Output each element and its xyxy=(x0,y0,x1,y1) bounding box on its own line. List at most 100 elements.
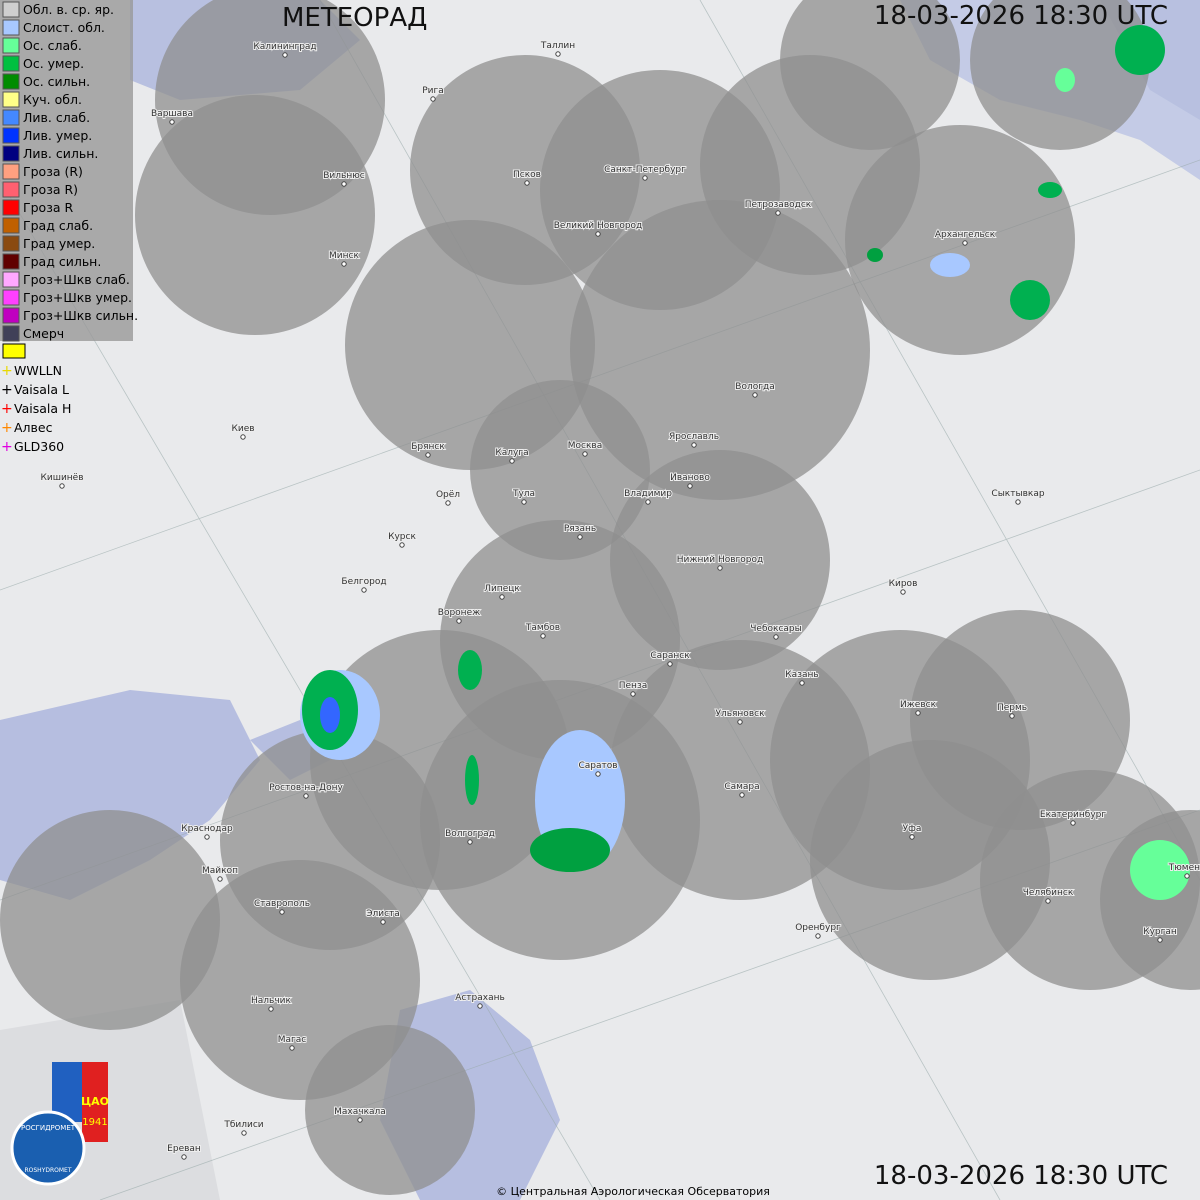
legend-swatch xyxy=(2,271,20,288)
legend-label: Гроз+Шкв сильн. xyxy=(23,308,138,323)
lightning-icon: + xyxy=(1,439,13,455)
city-dot xyxy=(341,181,347,187)
city-dot xyxy=(582,451,588,457)
city-label: Белгород xyxy=(341,577,386,587)
title: МЕТЕОРАД xyxy=(282,3,427,33)
city-label: Ярославль xyxy=(669,432,719,442)
legend-label: Лив. слаб. xyxy=(23,110,90,125)
city-label: Ростов-на-Дону xyxy=(269,783,343,793)
city-label: Челябинск xyxy=(1023,888,1074,898)
city-dot xyxy=(524,180,530,186)
city-dot xyxy=(445,500,451,506)
city-label: Тбилиси xyxy=(223,1120,263,1130)
legend-label: Гроза R) xyxy=(23,182,78,197)
city-dot xyxy=(691,442,697,448)
city-label: Санкт-Петербург xyxy=(604,165,686,175)
legend-label: Гроза R xyxy=(23,200,73,215)
city-label: Калининград xyxy=(253,42,316,52)
logo-text: РОСГИДРОМЕТ xyxy=(21,1124,76,1132)
city-label: Ижевск xyxy=(900,700,937,710)
city-label: Калуга xyxy=(495,448,528,458)
city-dot xyxy=(240,434,246,440)
legend: Обл. в. ср. яр. Слоист. обл. Ос. слаб. Ос. … xyxy=(1,1,138,455)
legend-label: Гроз+Шкв слаб. xyxy=(23,272,130,287)
city-label: Москва xyxy=(568,441,602,451)
city-label: Таллин xyxy=(540,41,575,51)
city-dot xyxy=(737,719,743,725)
city-dot xyxy=(499,594,505,600)
legend-label: Ос. сильн. xyxy=(23,74,90,89)
city-label: Казань xyxy=(785,670,818,680)
city-label: Рязань xyxy=(564,524,596,534)
lightning-label: Алвес xyxy=(14,420,53,435)
city-label: Махачкала xyxy=(334,1107,386,1117)
city-dot xyxy=(268,1006,274,1012)
legend-label: Смерч xyxy=(23,326,64,341)
city-label: Киров xyxy=(889,579,918,589)
city-dot xyxy=(630,691,636,697)
city-label: Липецк xyxy=(484,584,520,594)
city-dot xyxy=(241,1130,247,1136)
city-dot xyxy=(595,231,601,237)
legend-swatch xyxy=(2,55,20,72)
city-dot xyxy=(540,633,546,639)
city-dot xyxy=(1070,820,1076,826)
city-dot xyxy=(341,261,347,267)
city-label: Ульяновск xyxy=(715,709,765,719)
city-label: Сыктывкар xyxy=(991,489,1044,499)
legend-label: Град сильн. xyxy=(23,254,101,269)
city-dot xyxy=(815,933,821,939)
logo-text: 1941 xyxy=(82,1117,107,1128)
city-dot xyxy=(595,771,601,777)
city-dot xyxy=(357,1117,363,1123)
city-dot xyxy=(509,458,515,464)
legend-flag xyxy=(2,343,26,359)
city-dot xyxy=(915,710,921,716)
city-label: Вильнюс xyxy=(323,171,365,181)
city-label: Воронеж xyxy=(438,608,480,618)
city-dot xyxy=(962,240,968,246)
legend-swatch xyxy=(2,217,20,234)
city-dot xyxy=(900,589,906,595)
city-label: Астрахань xyxy=(455,993,505,1003)
legend-swatch xyxy=(2,181,20,198)
city-label: Нижний Новгород xyxy=(677,555,763,565)
city-dot xyxy=(59,483,65,489)
legend-label: Куч. обл. xyxy=(23,92,82,107)
city-dot xyxy=(555,51,561,57)
legend-label: Град умер. xyxy=(23,236,95,251)
city-label: Пермь xyxy=(997,703,1027,713)
legend-swatch xyxy=(2,199,20,216)
city-label: Киев xyxy=(231,424,254,434)
legend-swatch xyxy=(2,1,20,18)
lightning-label: GLD360 xyxy=(14,439,64,454)
timestamp: 18-03-2026 18:30 UTC xyxy=(874,1,1168,31)
city-dot xyxy=(667,661,673,667)
city-label: Самара xyxy=(724,782,759,792)
lightning-label: Vaisala L xyxy=(14,382,69,397)
legend-swatch xyxy=(2,145,20,162)
city-label: Саранск xyxy=(650,651,690,661)
city-dot xyxy=(1045,898,1051,904)
precipitation xyxy=(300,25,1190,900)
timestamp: 18-03-2026 18:30 UTC xyxy=(874,1161,1168,1191)
city-label: Краснодар xyxy=(181,824,233,834)
legend-label: Гроз+Шкв умер. xyxy=(23,290,132,305)
city-dot xyxy=(687,483,693,489)
lightning-icon: + xyxy=(1,420,13,436)
lightning-icon: + xyxy=(1,363,13,379)
city-dot xyxy=(1157,937,1163,943)
city-label: Чебоксары xyxy=(750,624,801,634)
city-dot xyxy=(399,542,405,548)
city-label: Оренбург xyxy=(795,923,841,933)
city-label: Иваново xyxy=(670,473,710,483)
city-dot xyxy=(181,1154,187,1160)
city-label: Тюмень xyxy=(1168,863,1200,873)
city-label: Элиста xyxy=(366,909,400,919)
city-dot xyxy=(456,618,462,624)
city-label: Екатеринбург xyxy=(1040,810,1106,820)
legend-swatch xyxy=(2,235,20,252)
city-dot xyxy=(752,392,758,398)
